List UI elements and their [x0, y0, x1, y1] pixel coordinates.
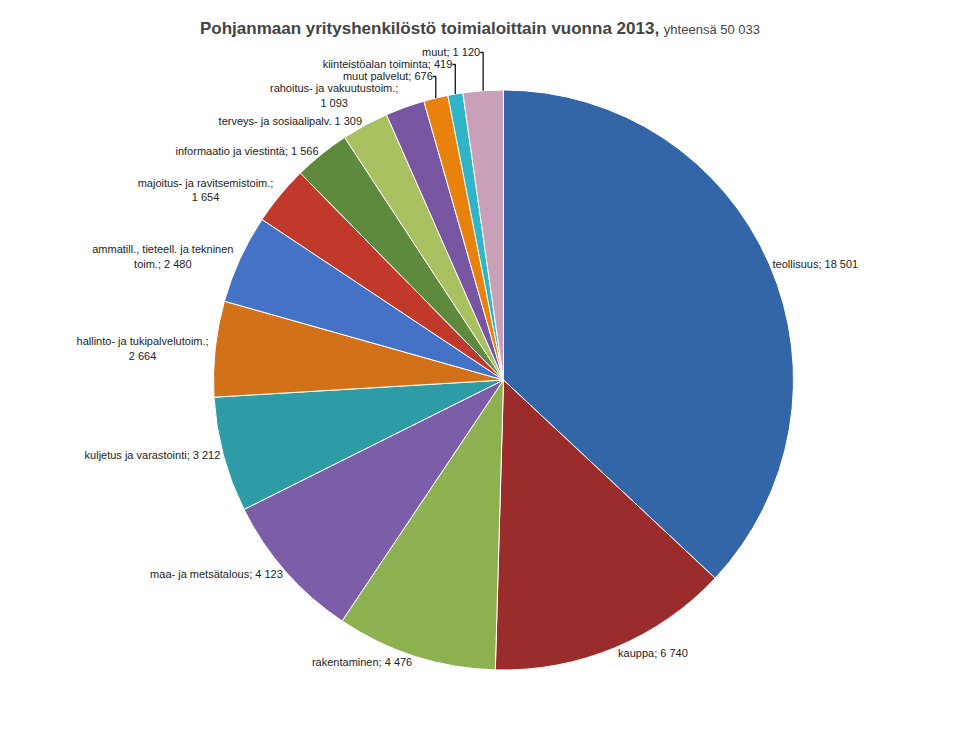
svg-text:ammatill., tieteell. ja teknin: ammatill., tieteell. ja tekninentoim.; 2…: [92, 243, 233, 269]
svg-text:rakentaminen; 4 476: rakentaminen; 4 476: [312, 656, 412, 668]
svg-text:majoitus- ja ravitsemistoim.;1: majoitus- ja ravitsemistoim.;1 654: [138, 177, 274, 203]
svg-text:kiinteistöalan toiminta; 419: kiinteistöalan toiminta; 419: [323, 58, 453, 70]
svg-text:terveys- ja sosiaalipalv. 1 30: terveys- ja sosiaalipalv. 1 309: [219, 115, 362, 127]
svg-text:muut palvelut; 676: muut palvelut; 676: [343, 70, 433, 82]
svg-text:muut; 1 120: muut; 1 120: [422, 46, 480, 58]
svg-text:kauppa; 6 740: kauppa; 6 740: [618, 647, 688, 659]
svg-text:informaatio ja viestintä; 1 56: informaatio ja viestintä; 1 566: [175, 145, 318, 157]
svg-text:maa- ja metsätalous; 4 123: maa- ja metsätalous; 4 123: [150, 568, 283, 580]
svg-text:Pohjanmaan yrityshenkilöstö to: Pohjanmaan yrityshenkilöstö toimialoitta…: [200, 19, 760, 38]
svg-text:kuljetus ja varastointi; 3 212: kuljetus ja varastointi; 3 212: [85, 449, 221, 461]
svg-text:teollisuus; 18 501: teollisuus; 18 501: [773, 258, 859, 270]
svg-text:rahoitus- ja vakuutustoim.;1 0: rahoitus- ja vakuutustoim.;1 093: [270, 82, 398, 108]
svg-text:hallinto- ja tukipalvelutoim.;: hallinto- ja tukipalvelutoim.;2 664: [77, 335, 209, 361]
